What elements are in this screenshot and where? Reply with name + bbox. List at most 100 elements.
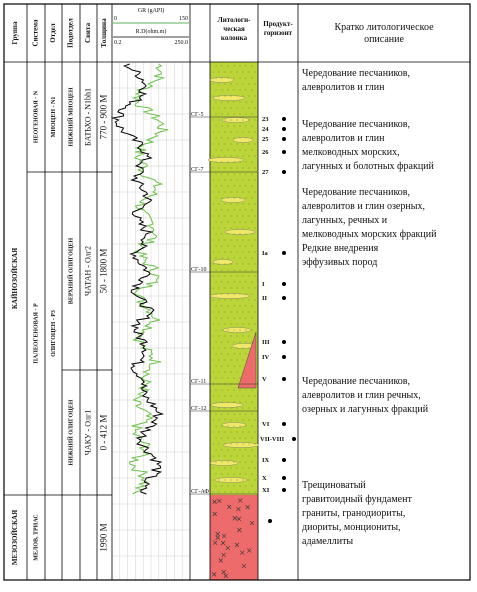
sand-dot (212, 215, 214, 217)
sand-dot (248, 167, 250, 169)
header-label: Отдел (49, 23, 57, 42)
sand-dot (212, 131, 214, 133)
sand-dot (221, 473, 223, 475)
sand-dot (212, 431, 214, 433)
sand-dot (233, 473, 235, 475)
horizon-label: I (262, 281, 265, 288)
sand-dot (248, 335, 250, 337)
sand-dot (233, 389, 235, 391)
sand-dot (245, 209, 247, 211)
sand-dot (218, 443, 220, 445)
sand-dot (239, 413, 241, 415)
sand-dot (254, 71, 256, 73)
cell-label: МЕЛОВ, ТРИАС (33, 514, 39, 560)
sand-dot (227, 485, 229, 487)
sand-dot (236, 155, 238, 157)
sand-dot (233, 233, 235, 235)
sand-dot (251, 245, 253, 247)
description-text: озерных и лагунных фракций (302, 404, 429, 415)
sand-lens (207, 157, 245, 163)
sand-dot (227, 281, 229, 283)
sand-dot (221, 365, 223, 367)
sand-dot (254, 323, 256, 325)
sand-dot (248, 71, 250, 73)
description-text: Чередование песчаников, (302, 119, 410, 130)
sand-dot (230, 287, 232, 289)
sand-dot (248, 347, 250, 349)
sand-dot (248, 107, 250, 109)
sand-dot (227, 389, 229, 391)
sand-dot (245, 77, 247, 79)
sand-dot (239, 65, 241, 67)
sand-dot (236, 275, 238, 277)
sand-dot (245, 137, 247, 139)
sand-dot (221, 245, 223, 247)
sand-dot (248, 323, 250, 325)
sand-dot (239, 365, 241, 367)
sand-dot (248, 191, 250, 193)
sand-dot (254, 251, 256, 253)
sand-dot (236, 335, 238, 337)
sand-dot (227, 101, 229, 103)
basement-cross (212, 511, 217, 517)
sand-dot (224, 359, 226, 361)
sand-dot (233, 401, 235, 403)
sand-dot (224, 287, 226, 289)
sand-dot (248, 419, 250, 421)
sand-dot (248, 395, 250, 397)
sand-dot (242, 155, 244, 157)
sand-dot (224, 275, 226, 277)
sand-dot (215, 449, 217, 451)
sand-dot (254, 419, 256, 421)
sand-dot (227, 113, 229, 115)
sand-dot (233, 353, 235, 355)
sand-dot (236, 419, 238, 421)
sand-dot (218, 335, 220, 337)
sand-dot (218, 107, 220, 109)
sand-dot (218, 167, 220, 169)
sand-dot (254, 455, 256, 457)
sand-dot (245, 233, 247, 235)
sand-dot (233, 209, 235, 211)
sand-dot (215, 389, 217, 391)
sand-dot (233, 329, 235, 331)
horizon-label: II (262, 295, 268, 302)
description-text: гравитоидный фундамент (302, 494, 412, 505)
sand-dot (215, 101, 217, 103)
sand-dot (230, 251, 232, 253)
sand-dot (239, 89, 241, 91)
header-label: горизонт (264, 29, 293, 37)
sand-dot (224, 119, 226, 121)
sand-dot (221, 113, 223, 115)
horizon-dot (282, 117, 286, 121)
rd-curve (110, 63, 165, 495)
cell-label: МЕЗОЗОЙСКАЯ (11, 510, 19, 565)
sand-lens (221, 117, 251, 123)
sand-dot (254, 167, 256, 169)
sand-dot (248, 215, 250, 217)
sand-dot (245, 449, 247, 451)
horizon-dot (282, 282, 286, 286)
sand-dot (248, 119, 250, 121)
sand-dot (230, 179, 232, 181)
description-text: диориты, монциониты, (302, 522, 401, 533)
sand-dot (212, 323, 214, 325)
sand-dot (221, 341, 223, 343)
sand-dot (221, 149, 223, 151)
sand-dot (251, 389, 253, 391)
sand-dot (242, 263, 244, 265)
sand-dot (215, 413, 217, 415)
basement-cross (221, 552, 226, 558)
description-text: Чередование песчаников, (302, 187, 410, 198)
sand-dot (242, 71, 244, 73)
sand-dot (236, 119, 238, 121)
sand-dot (215, 245, 217, 247)
gr-curve (129, 63, 169, 495)
sand-dot (236, 467, 238, 469)
sand-dot (221, 329, 223, 331)
sand-dot (224, 95, 226, 97)
sand-dot (230, 167, 232, 169)
description-text: Трещиноватый (302, 480, 366, 491)
sand-dot (221, 485, 223, 487)
sand-dot (230, 239, 232, 241)
